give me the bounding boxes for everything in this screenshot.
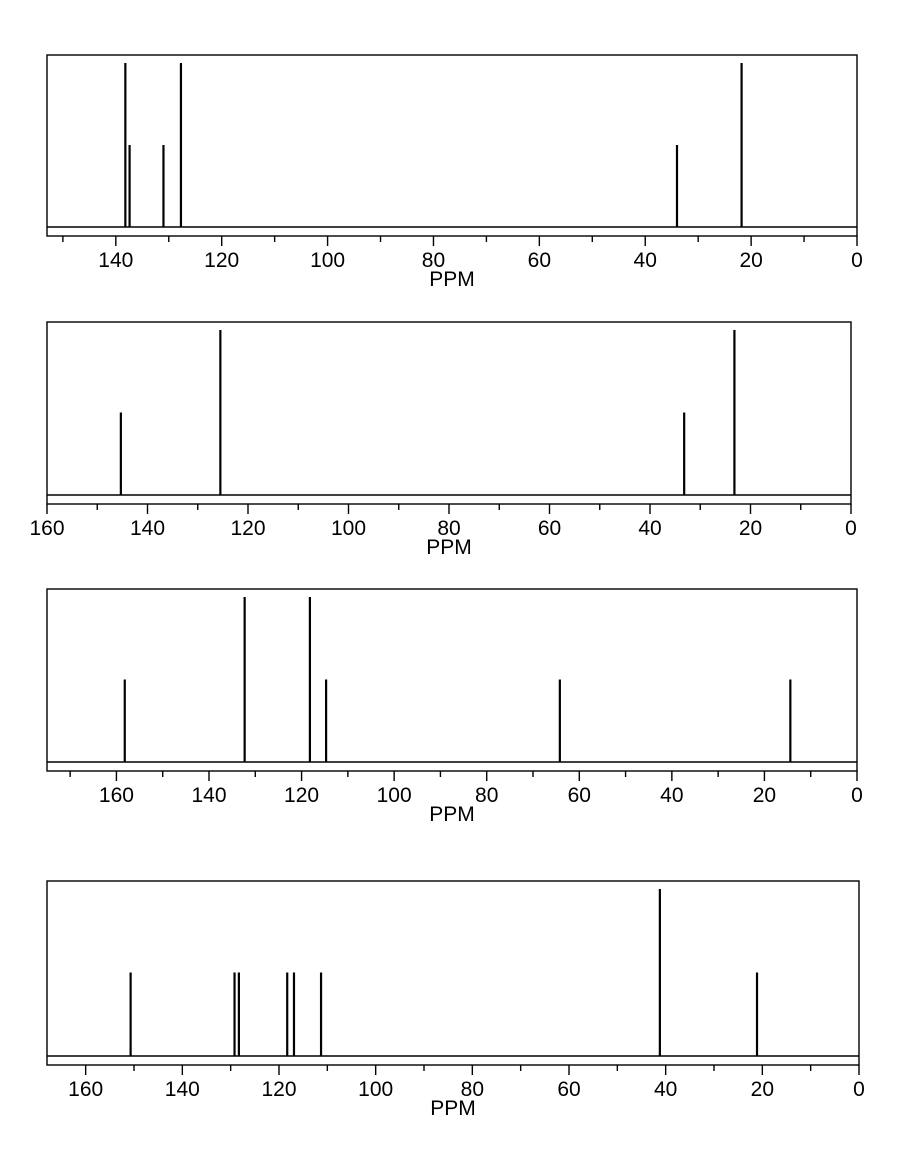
tick-label: 100: [377, 784, 412, 807]
tick-label: 20: [739, 249, 762, 272]
x-axis-title: PPM: [430, 1097, 476, 1120]
tick-label: 160: [29, 517, 64, 540]
tick-label: 60: [557, 1078, 580, 1101]
plot-frame: [46, 321, 852, 505]
tick-label: 60: [528, 249, 551, 272]
tick-label: 80: [422, 249, 445, 272]
tick-label: 120: [284, 784, 319, 807]
x-axis-title: PPM: [429, 268, 475, 291]
tick-label: 120: [261, 1078, 296, 1101]
tick-label: 40: [638, 517, 661, 540]
tick-label: 0: [845, 517, 857, 540]
tick-label: 160: [99, 784, 134, 807]
tick-label: 160: [68, 1078, 103, 1101]
tick-label: 140: [191, 784, 226, 807]
tick-label: 120: [230, 517, 265, 540]
x-axis-title: PPM: [426, 536, 472, 559]
tick-label: 20: [753, 784, 776, 807]
spectrum-panel-3: 160 140 120 100 80 60 40 20 0 PPM: [46, 588, 863, 826]
tick-label: 140: [165, 1078, 200, 1101]
tick-label: 0: [851, 784, 863, 807]
tick-label: 60: [568, 784, 591, 807]
tick-label: 0: [851, 249, 863, 272]
tick-label: 20: [739, 517, 762, 540]
plot-frame: [46, 880, 860, 1066]
tick-label: 140: [98, 249, 133, 272]
plot-frame: [46, 588, 858, 772]
plot-frame: [46, 54, 858, 237]
tick-label: 100: [331, 517, 366, 540]
tick-label: 100: [310, 249, 345, 272]
spectrum-panel-2: 160 140 120 100 80 60 40 20 0 PPM: [29, 321, 857, 559]
tick-label: 100: [358, 1078, 393, 1101]
tick-label: 80: [475, 784, 498, 807]
tick-label: 40: [654, 1078, 677, 1101]
tick-label: 120: [204, 249, 239, 272]
tick-label: 20: [751, 1078, 774, 1101]
x-axis-title: PPM: [429, 803, 475, 826]
tick-label: 40: [634, 249, 657, 272]
spectrum-panel-1: 140 120 100 80 60 40 20 0 PPM: [46, 54, 863, 291]
tick-label: 60: [538, 517, 561, 540]
tick-label: 80: [461, 1078, 484, 1101]
tick-label: 140: [130, 517, 165, 540]
tick-label: 40: [660, 784, 683, 807]
spectrum-panel-4: 160 140 120 100 80 60 40 20 0 PPM: [46, 880, 865, 1120]
tick-label: 0: [853, 1078, 865, 1101]
tick-label: 80: [437, 517, 460, 540]
